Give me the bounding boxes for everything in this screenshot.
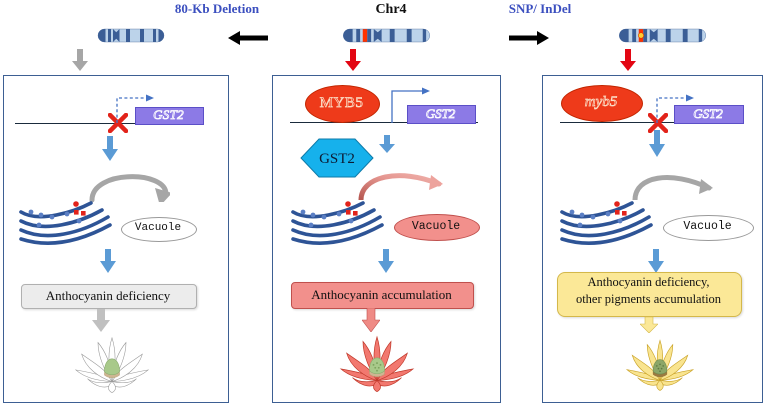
svg-text:GST2: GST2 <box>319 151 355 167</box>
